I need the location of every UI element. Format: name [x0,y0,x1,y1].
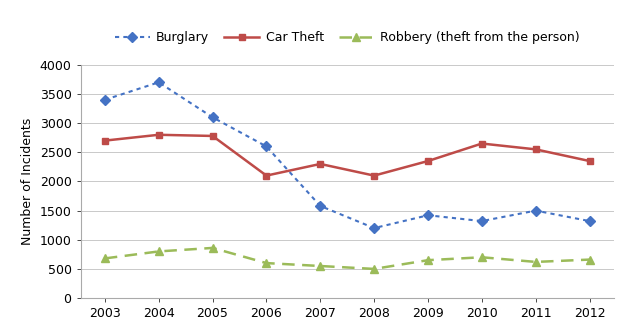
Legend: Burglary, Car Theft, Robbery (theft from the person): Burglary, Car Theft, Robbery (theft from… [110,26,585,49]
Y-axis label: Number of Incidents: Number of Incidents [21,118,34,245]
